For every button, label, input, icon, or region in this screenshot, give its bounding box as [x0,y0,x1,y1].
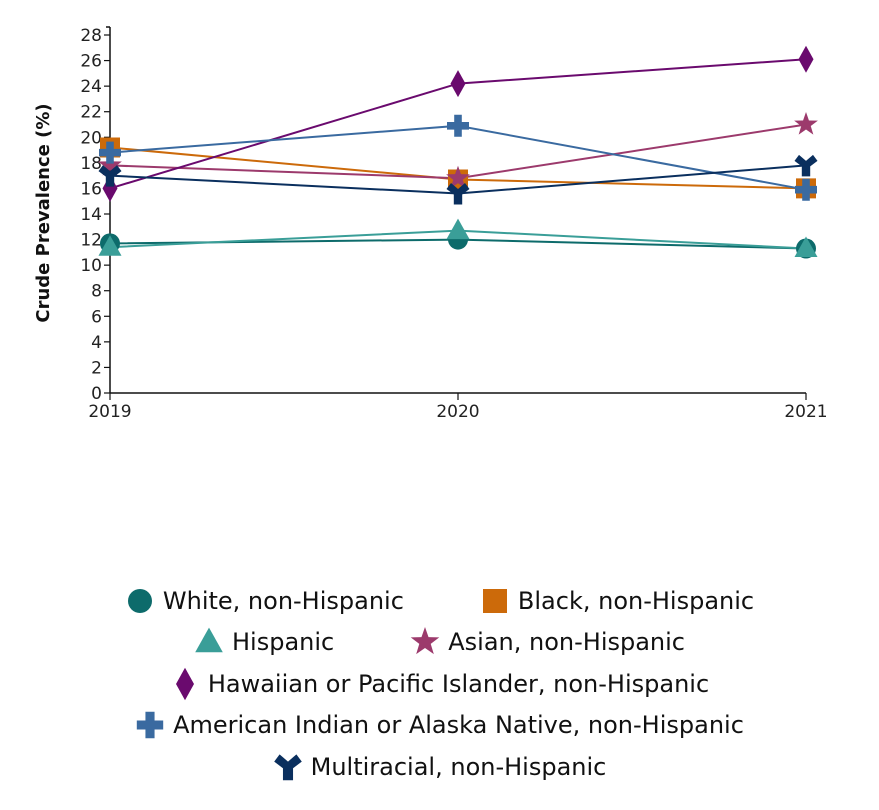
wye-icon [273,754,302,780]
legend-circle-icon [127,588,152,613]
legend-item: Hawaiian or Pacific Islander, non-Hispan… [170,667,709,701]
y-tick-label: 0 [91,384,102,404]
y-tick-label: 20 [80,128,102,148]
legend-row: White, non-Hispanic Black, non-Hispanic [0,580,879,622]
legend-square-icon [482,588,507,613]
data-point-triangle [794,236,818,258]
legend-item: Multiracial, non-Hispanic [273,750,607,784]
triangle-icon [195,627,223,653]
legend-item: Hispanic [194,625,334,659]
y-tick-label: 8 [91,282,102,302]
data-point-wye [98,165,122,187]
circle-icon [127,588,152,613]
data-point-triangle [98,235,122,256]
legend-triangle-icon [195,627,223,653]
data-point-cross [447,114,470,137]
data-point-star [98,152,122,176]
y-tick-label: 12 [80,231,102,251]
legend-row: American Indian or Alaska Native, non-Hi… [0,705,879,747]
y-tick-label: 28 [80,26,102,46]
y-tick-label: 24 [80,77,102,97]
data-point-diamond [450,70,466,98]
legend-label: Hispanic [232,628,335,657]
y-tick-label: 10 [80,256,102,276]
legend-item: Asian, non-Hispanic [410,625,685,659]
legend-wye-icon [273,754,302,780]
legend-item: Black, non-Hispanic [480,584,754,618]
legend: White, non-Hispanic Black, non-Hispanic Hi… [0,580,879,788]
legend-label: American Indian or Alaska Native, non-Hi… [173,711,744,740]
legend-label: White, non-Hispanic [162,586,404,615]
data-point-cross [795,178,817,201]
data-point-triangle [446,218,470,240]
x-tick-label: 2020 [436,402,479,422]
data-point-wye [446,183,470,205]
star-icon [410,627,440,655]
y-tick-label: 4 [91,333,102,353]
y-tick-label: 16 [80,179,102,199]
data-point-star [446,165,470,189]
series-markers [98,45,818,259]
y-tick-label: 6 [91,307,102,327]
legend-item: White, non-Hispanic [125,584,404,618]
legend-cross-icon [136,712,164,739]
data-point-diamond [798,45,814,73]
cross-icon [136,712,164,739]
y-axis-title: Crude Prevalence (%) [33,103,54,322]
y-tick-label: 18 [80,154,102,174]
x-tick-label: 2021 [784,402,827,422]
y-tick-label: 14 [80,205,102,225]
legend-row: Hispanic Asian, non-Hispanic [0,622,879,664]
y-tick-label: 22 [80,103,102,123]
legend-row: Multiracial, non-Hispanic [0,746,879,788]
y-tick-label: 2 [91,358,102,378]
legend-label: Hawaiian or Pacific Islander, non-Hispan… [207,669,710,698]
legend-diamond-icon [175,667,194,700]
legend-label: Asian, non-Hispanic [448,628,685,657]
x-tick-label: 2019 [88,402,131,422]
data-point-cross [99,141,121,164]
legend-label: Multiracial, non-Hispanic [310,752,607,781]
legend-label: Black, non-Hispanic [517,586,755,615]
square-icon [482,588,507,613]
data-point-star [794,112,818,135]
legend-item: American Indian or Alaska Native, non-Hi… [135,708,744,742]
legend-star-icon [410,627,440,655]
legend-row: Hawaiian or Pacific Islander, non-Hispan… [0,663,879,705]
y-tick-label: 26 [80,52,102,72]
diamond-icon [175,667,194,700]
data-point-wye [794,154,818,177]
